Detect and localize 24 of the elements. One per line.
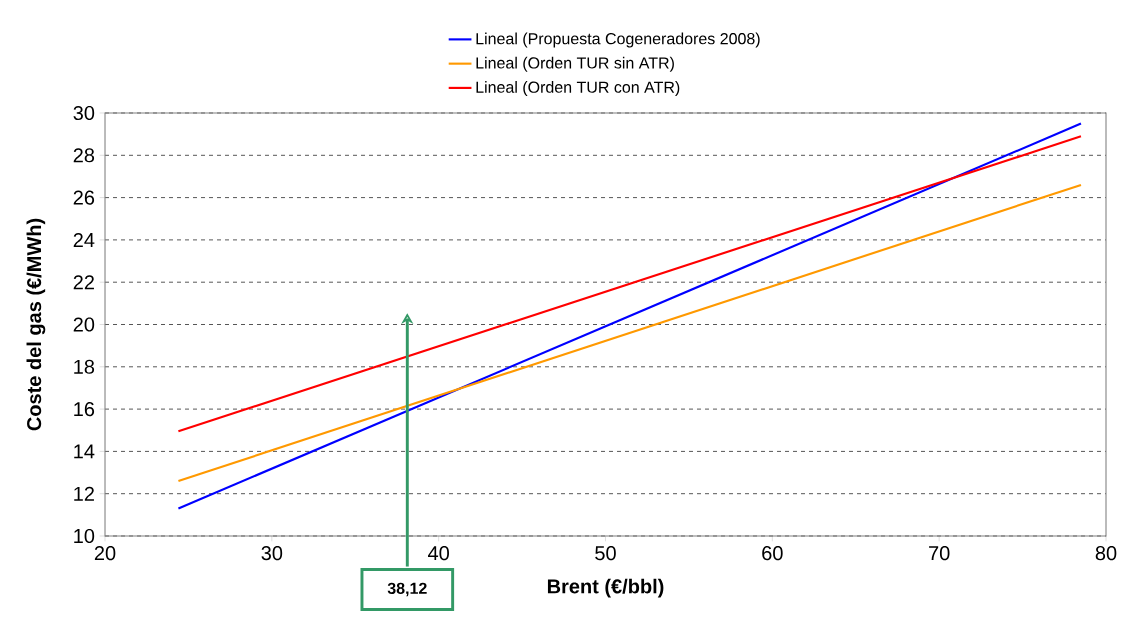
y-axis-title: Coste del gas (€/MWh) — [26, 218, 46, 431]
x-axis-title: Brent (€/bbl) — [547, 578, 664, 598]
x-tick-label: 60 — [762, 546, 783, 561]
y-tick-label: 10 — [74, 528, 95, 544]
x-tick-label: 50 — [595, 546, 616, 561]
x-tick-label: 80 — [1095, 546, 1117, 561]
x-tick-label: 20 — [94, 546, 116, 561]
x-tick-label: 40 — [428, 546, 449, 561]
y-tick-label: 16 — [74, 402, 95, 417]
ref-line-label: 38,12 — [387, 582, 427, 597]
y-tick-label: 24 — [73, 232, 95, 247]
legend-label: Lineal (Propuesta Cogeneradores 2008) — [476, 32, 760, 48]
x-tick-label: 70 — [929, 546, 950, 561]
legend-label: Lineal (Orden TUR con ATR) — [476, 81, 680, 97]
y-tick-label: 28 — [73, 148, 95, 163]
y-tick-label: 20 — [73, 317, 95, 332]
y-tick-label: 12 — [74, 486, 94, 501]
y-tick-label: 14 — [74, 444, 95, 459]
x-tick-label: 30 — [261, 546, 283, 561]
y-tick-label: 18 — [74, 359, 95, 374]
legend-label: Lineal (Orden TUR sin ATR) — [476, 56, 674, 72]
y-tick-label: 30 — [73, 105, 95, 121]
y-tick-label: 26 — [73, 190, 95, 205]
y-tick-label: 22 — [73, 275, 94, 290]
